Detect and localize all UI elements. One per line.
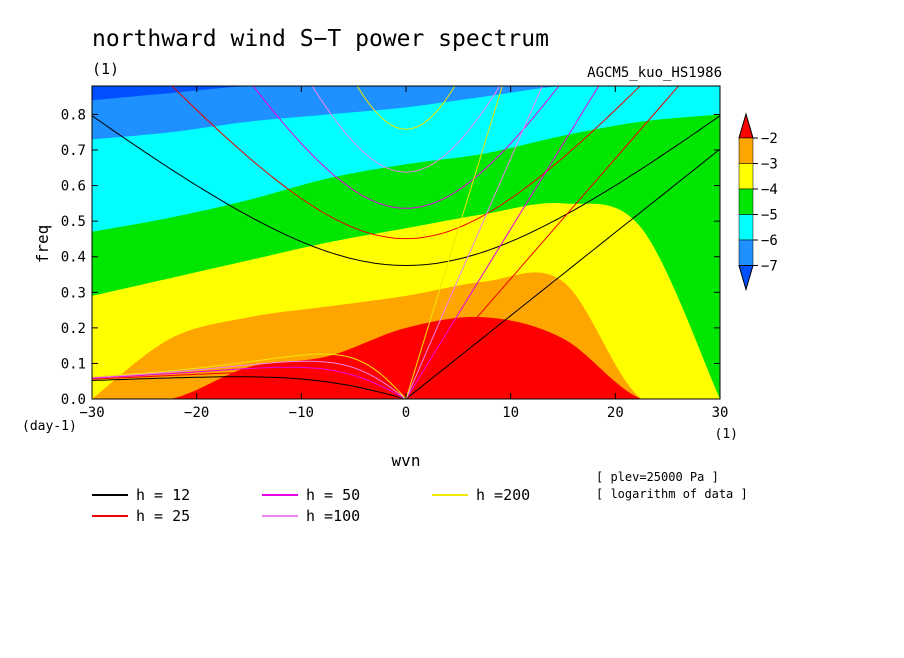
- x-tick-label: 10: [502, 405, 519, 421]
- y-tick-label: 0.7: [61, 143, 86, 159]
- colorbar-top-arrow: [738, 112, 754, 139]
- x-unit-label: (1): [715, 427, 738, 442]
- x-tick-label: −30: [79, 405, 104, 421]
- dispersion-curve-h25: [92, 86, 680, 399]
- y-tick-label: 0.8: [61, 107, 86, 123]
- curve-branch: [171, 86, 641, 240]
- colorbar-label: −5: [761, 208, 778, 224]
- x-tick-label: 0: [402, 405, 410, 421]
- y-tick-label: 0.6: [61, 179, 86, 195]
- legend-label: h =200: [476, 486, 530, 504]
- curve-branch: [405, 86, 680, 399]
- colorbar-label: −2: [761, 131, 778, 147]
- y-tick-label: 0.1: [61, 356, 86, 372]
- y-tick-label: 0.4: [61, 250, 86, 266]
- note-log: [ logarithm of data ]: [596, 487, 748, 501]
- x-tick-label: 20: [607, 405, 624, 421]
- x-tick-label: −10: [289, 405, 314, 421]
- colorbar-segment: [738, 163, 754, 190]
- legend: h = 12 h = 25 h = 50 h =100 h =200: [92, 486, 530, 525]
- colorbar-segment: [738, 137, 754, 164]
- dispersion-curve-h200: [92, 86, 503, 399]
- colorbar-segment: [738, 239, 754, 266]
- curve-branch: [356, 86, 456, 130]
- y-tick-label: 0.5: [61, 214, 86, 230]
- y-unit-label: (day-1): [22, 419, 77, 434]
- x-axis: −30 −20 −10 0 10 20 30: [79, 86, 728, 421]
- curve-branch: [92, 371, 407, 399]
- curve-branch: [405, 86, 600, 399]
- colorbar-label: −3: [761, 157, 778, 173]
- curve-branch: [92, 353, 407, 399]
- colorbar-segment: [738, 188, 754, 215]
- dispersion-curves: [92, 86, 720, 399]
- curve-branch: [311, 86, 501, 173]
- colorbar: −2 −3 −4 −5 −6 −7: [738, 112, 778, 292]
- legend-label: h = 25: [136, 507, 190, 525]
- curve-branch: [92, 360, 407, 399]
- colorbar-label: −4: [761, 182, 778, 198]
- y-axis-label: freq: [33, 225, 52, 264]
- colorbar-bottom-arrow: [738, 265, 754, 292]
- curve-branch: [252, 86, 560, 209]
- curve-branch: [405, 86, 543, 399]
- legend-label: h = 12: [136, 486, 190, 504]
- x-tick-label: −20: [184, 405, 209, 421]
- note-plev: [ plev=25000 Pa ]: [596, 470, 719, 484]
- curve-branch: [92, 376, 407, 399]
- colorbar-label: −7: [761, 259, 778, 275]
- chart-title: northward wind S−T power spectrum: [92, 26, 549, 52]
- dispersion-curve-h100: [92, 86, 543, 399]
- legend-label: h = 50: [306, 486, 360, 504]
- curve-branch: [405, 86, 503, 399]
- y-tick-label: 0.3: [61, 285, 86, 301]
- contour-bands: [92, 86, 720, 399]
- chart-subtitle-right: AGCM5_kuo_HS1986: [587, 65, 722, 81]
- curve-branch: [405, 148, 720, 399]
- chart-subtitle-left: (1): [92, 60, 119, 78]
- dispersion-curve-h50: [92, 86, 600, 399]
- x-axis-label: wvn: [392, 451, 421, 470]
- colorbar-label: −6: [761, 233, 778, 249]
- y-axis: 0.0 0.1 0.2 0.3 0.4 0.5 0.6 0.7 0.8: [61, 107, 720, 408]
- curve-branch: [92, 115, 720, 267]
- curve-branch: [92, 366, 407, 399]
- y-tick-label: 0.0: [61, 392, 86, 408]
- x-tick-label: 30: [712, 405, 729, 421]
- legend-label: h =100: [306, 507, 360, 525]
- y-tick-label: 0.2: [61, 321, 86, 337]
- contour-band-6: [92, 316, 720, 399]
- dispersion-curve-h12: [92, 115, 720, 399]
- colorbar-segment: [738, 214, 754, 241]
